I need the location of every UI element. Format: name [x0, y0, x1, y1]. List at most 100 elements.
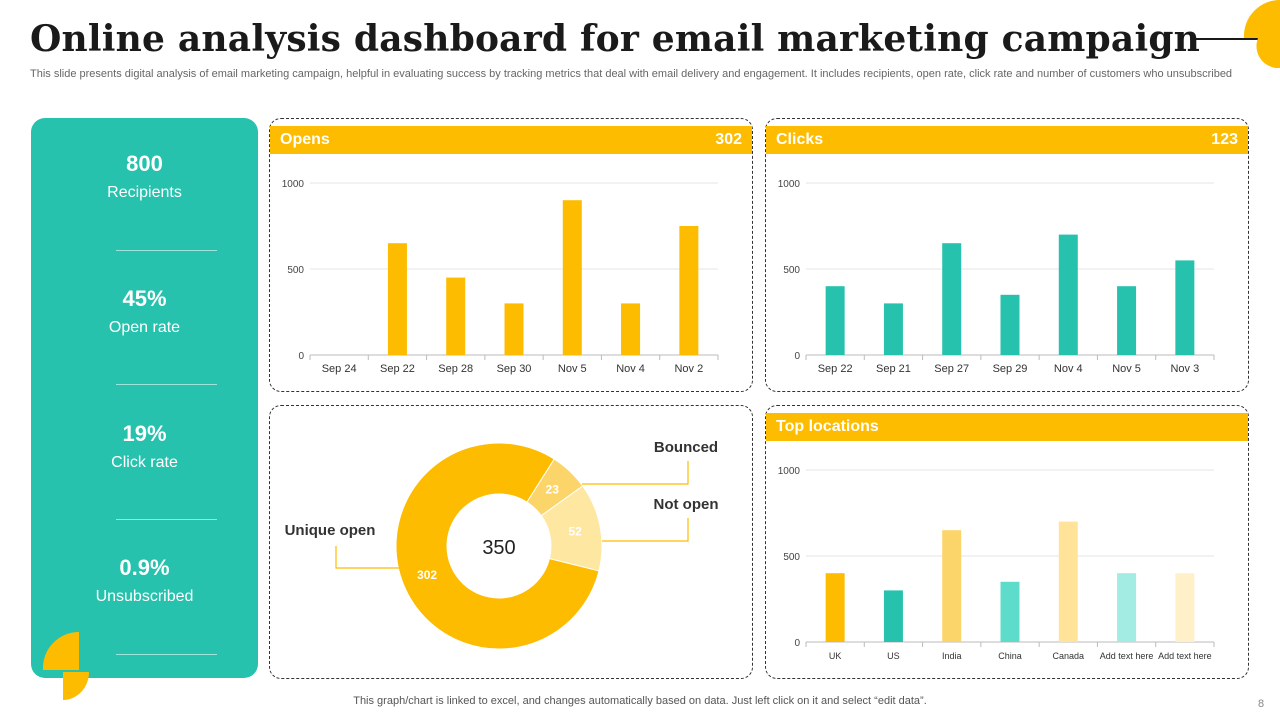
leader-line-bounced: [582, 461, 689, 485]
x-tick-label: Nov 5: [558, 363, 587, 375]
x-tick-label: Sep 22: [380, 363, 415, 375]
kpi-divider: [116, 654, 217, 655]
kpi-panel: 800 Recipients 45% Open rate 19% Click r…: [31, 118, 258, 678]
donut-hole: [447, 494, 551, 598]
y-tick-label: 0: [298, 351, 304, 362]
kpi-label: Open rate: [108, 319, 181, 336]
x-tick-label: India: [942, 651, 962, 661]
bar: [825, 573, 845, 642]
donut-label-unique-open: Unique open: [285, 522, 376, 539]
clicks-total: 123: [1211, 131, 1238, 148]
x-tick-label: Nov 5: [1112, 363, 1141, 375]
kpi-value: 0.9%: [119, 555, 170, 580]
donut-chart: 23 52 302 350 Bounced Not open Unique open: [285, 439, 719, 650]
opens-title: Opens: [280, 131, 330, 148]
x-tick-label: UK: [829, 651, 842, 661]
donut-label-bounced: Bounced: [654, 439, 718, 456]
page-title: Online analysis dashboard for email mark…: [30, 18, 1201, 60]
bar: [1175, 573, 1195, 642]
bar: [504, 303, 524, 355]
bar: [679, 226, 699, 355]
clicks-header: Clicks 123: [766, 126, 1248, 154]
kpi-divider: [116, 519, 217, 520]
kpi-label: Unsubscribed: [95, 588, 194, 605]
bar: [1058, 234, 1078, 355]
page-subtitle: This slide presents digital analysis of …: [30, 68, 1233, 80]
kpi-label: Click rate: [111, 454, 178, 471]
locations-card: Top locations 0 500 1000 UK US India China Cana…: [765, 405, 1249, 679]
kpi-unsubscribed: 0.9% Unsubscribed: [31, 554, 258, 608]
x-tick-label: Sep 21: [876, 363, 911, 375]
bar: [1117, 573, 1137, 642]
x-tick-label: Add text here: [1100, 651, 1154, 661]
bar: [446, 277, 466, 355]
y-tick-label: 500: [783, 552, 800, 563]
leader-line-unique-open: [335, 546, 412, 569]
locations-title: Top locations: [776, 418, 879, 435]
kpi-value: 19%: [122, 421, 167, 446]
page-number: 8: [1258, 698, 1265, 710]
y-tick-label: 0: [794, 638, 800, 649]
donut-center-value: 350: [482, 537, 515, 559]
donut-data-label: 52: [568, 524, 582, 538]
bar: [387, 243, 407, 355]
leader-line-not-open: [602, 518, 689, 542]
locations-header: Top locations: [766, 413, 1248, 441]
x-tick-label: Sep 27: [934, 363, 969, 375]
kpi-click-rate: 19% Click rate: [31, 420, 258, 474]
donut-label-not-open: Not open: [654, 496, 719, 513]
x-tick-label: Sep 22: [818, 363, 853, 375]
kpi-divider: [116, 384, 217, 385]
kpi-value: 45%: [122, 286, 167, 311]
locations-bar-chart: 0 500 1000 UK US India China Canada Add text her…: [778, 466, 1215, 661]
clicks-bar-chart: 0 500 1000 Sep 22 Sep 21 Sep 27 Sep 29 Nov 4 Nov…: [778, 179, 1215, 375]
bar: [883, 590, 903, 642]
kpi-recipients: 800 Recipients: [31, 150, 258, 204]
kpi-open-rate: 45% Open rate: [31, 285, 258, 339]
x-tick-label: Sep 28: [438, 363, 473, 375]
x-tick-label: Sep 29: [993, 363, 1028, 375]
y-tick-label: 1000: [778, 466, 801, 477]
x-tick-label: Nov 2: [674, 363, 703, 375]
x-tick-label: Add text here: [1158, 651, 1212, 661]
y-tick-label: 1000: [778, 179, 801, 190]
x-tick-label: China: [998, 651, 1022, 661]
x-tick-label: US: [887, 651, 900, 661]
donut-data-label: 23: [546, 483, 560, 497]
clicks-title: Clicks: [776, 131, 824, 148]
opens-card: Opens 302 0 500 1000 Sep 24 Sep 22 Sep 28 Sep …: [269, 118, 753, 392]
y-tick-label: 500: [783, 265, 800, 276]
donut-card: 23 52 302 350 Bounced Not open Unique open: [269, 405, 753, 679]
opens-total: 302: [715, 131, 742, 148]
x-tick-label: Nov 4: [616, 363, 645, 375]
bar: [562, 200, 582, 355]
y-tick-label: 500: [287, 265, 304, 276]
y-tick-label: 0: [794, 351, 800, 362]
kpi-value: 800: [126, 151, 163, 176]
x-tick-label: Canada: [1053, 651, 1085, 661]
bar: [1058, 521, 1078, 642]
bar: [942, 243, 962, 355]
decorative-corner-shape: [1243, 0, 1280, 68]
bar: [942, 530, 962, 642]
clicks-card: Clicks 123 0 500 1000 Sep 22 Sep 21 Sep 27 Sep…: [765, 118, 1249, 392]
y-tick-label: 1000: [282, 179, 305, 190]
bar: [621, 303, 641, 355]
bar: [1175, 260, 1195, 355]
bar: [825, 286, 845, 355]
opens-bar-chart: 0 500 1000 Sep 24 Sep 22 Sep 28 Sep 30 Nov 5 Nov…: [282, 179, 719, 375]
bar: [1117, 286, 1137, 355]
opens-header: Opens 302: [270, 126, 752, 154]
bar: [1000, 294, 1020, 355]
bar: [1000, 581, 1020, 642]
x-tick-label: Nov 3: [1170, 363, 1199, 375]
x-tick-label: Sep 24: [322, 363, 357, 375]
decorative-corner-shape: [43, 632, 89, 700]
x-tick-label: Nov 4: [1054, 363, 1083, 375]
x-tick-label: Sep 30: [497, 363, 532, 375]
bar: [883, 303, 903, 355]
donut-data-label: 302: [417, 568, 437, 582]
kpi-divider: [116, 250, 217, 251]
footer-note: This graph/chart is linked to excel, and…: [353, 695, 927, 707]
decorative-line: [1190, 38, 1268, 40]
